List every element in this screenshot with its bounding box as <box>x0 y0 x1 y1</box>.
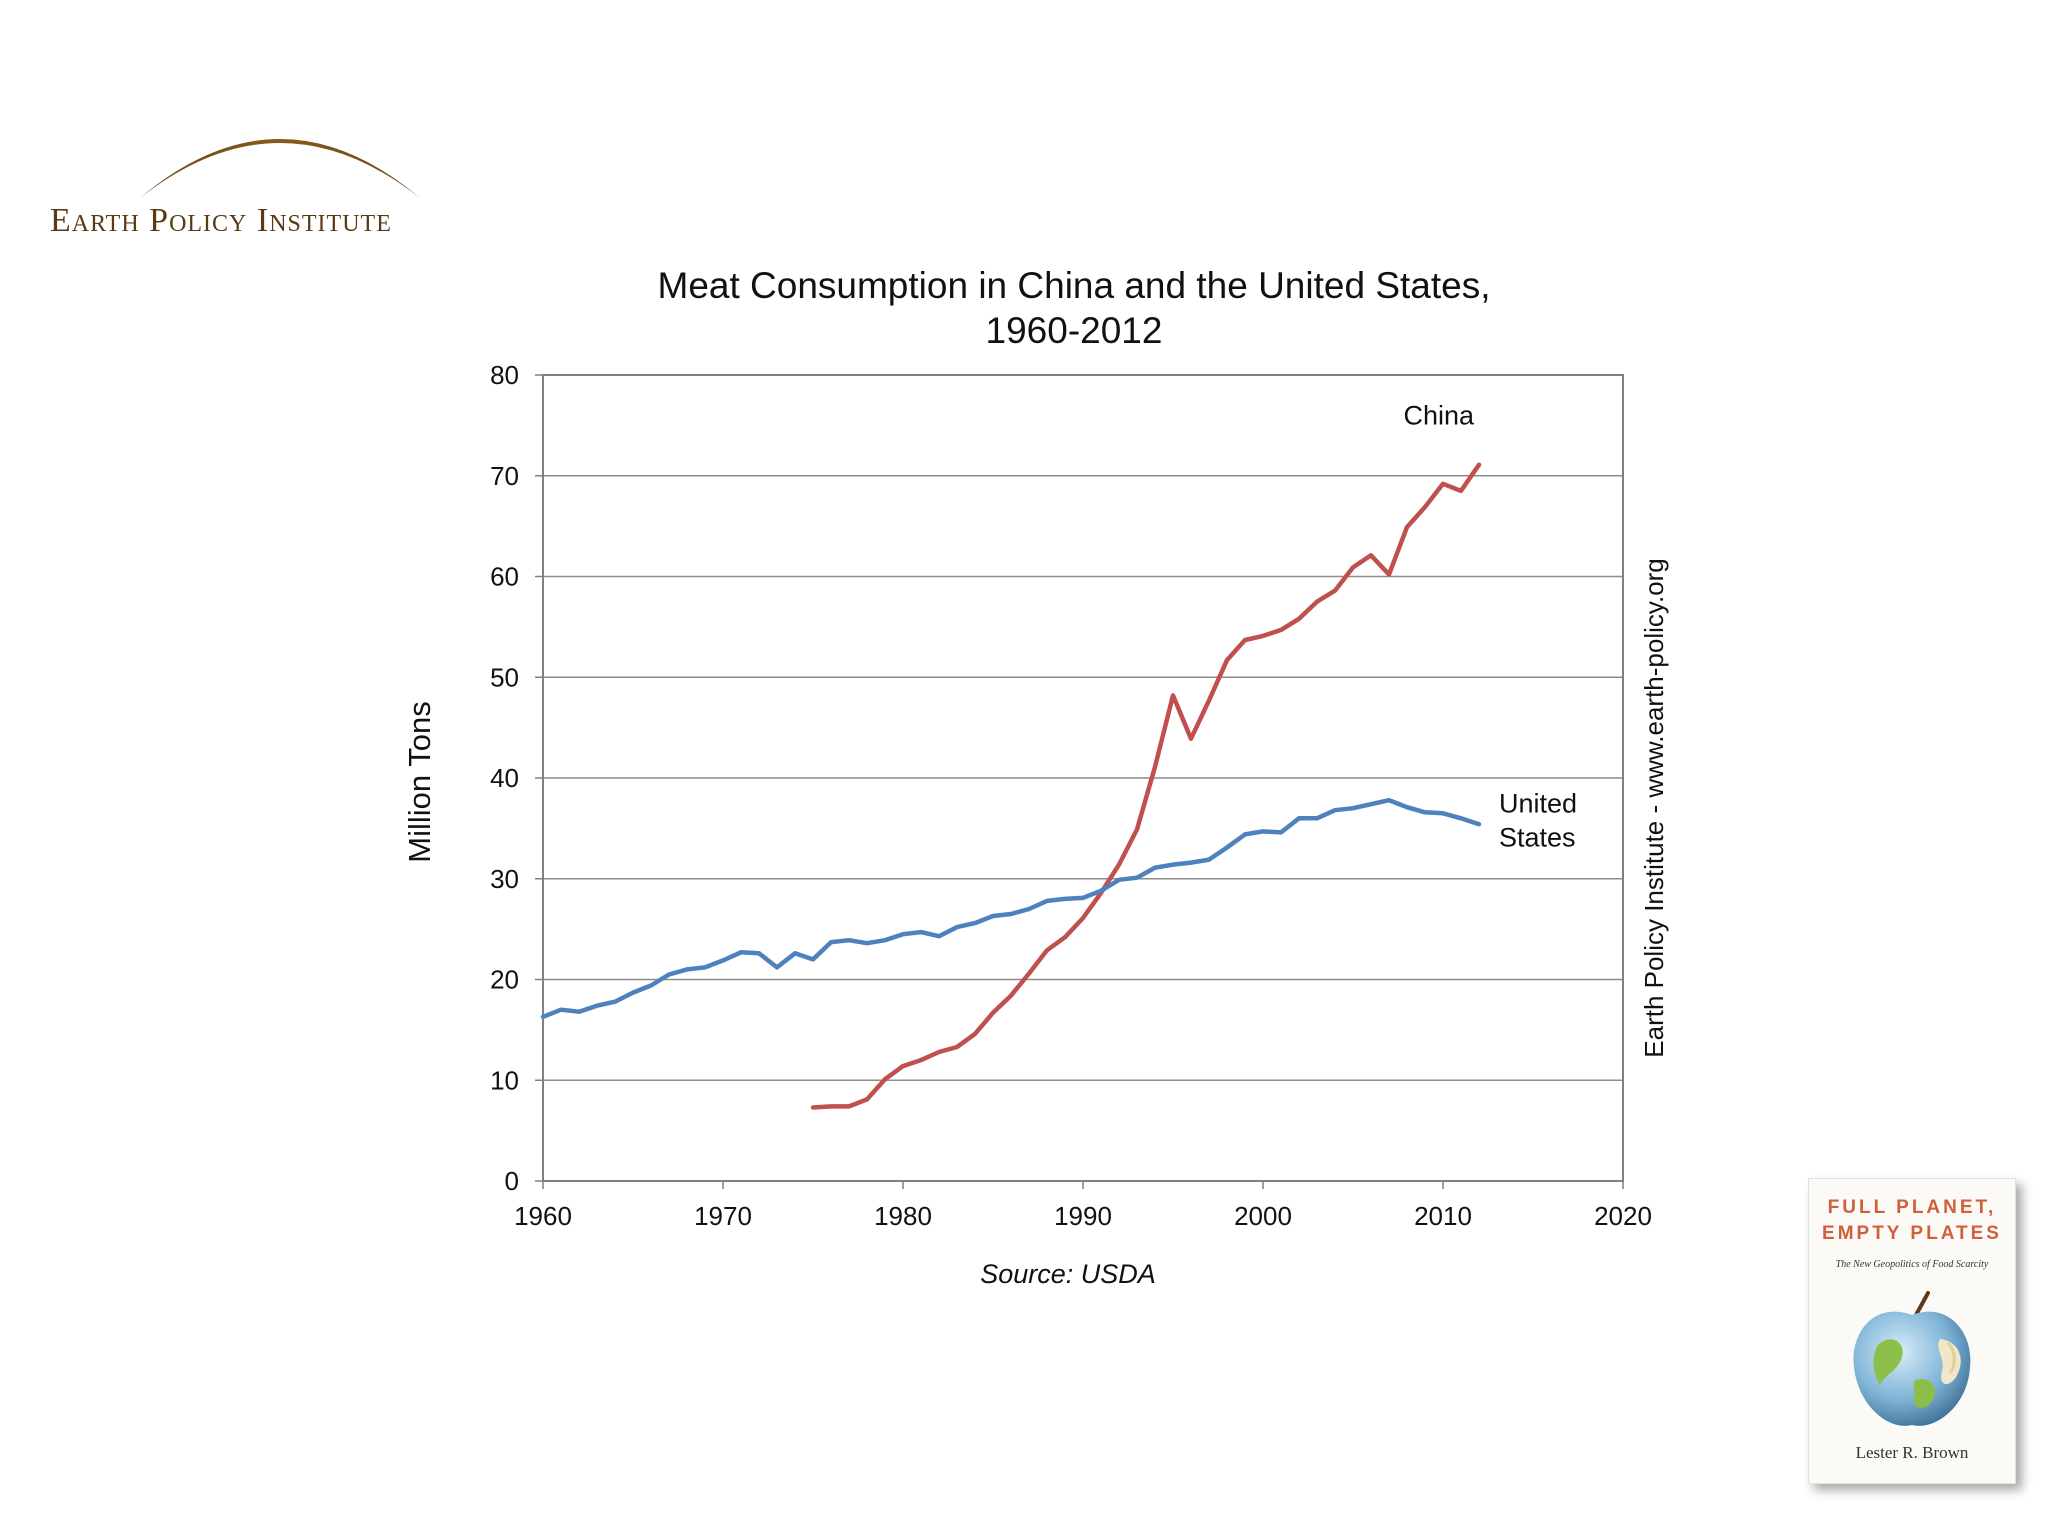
series-label-united-states-1: United <box>1499 788 1577 818</box>
y-axis-ticks: 0 10 20 30 40 50 60 70 80 <box>490 360 543 1196</box>
x-tick-label-2000: 2000 <box>1234 1201 1292 1231</box>
series-lines <box>540 462 1482 1110</box>
x-axis-ticks: 1960 1970 1980 1990 2000 2010 2020 <box>514 1181 1652 1231</box>
book-cover: FULL PLANET, EMPTY PLATES The New Geopol… <box>1808 1178 2016 1484</box>
x-tick-label-1970: 1970 <box>694 1201 752 1231</box>
x-tick-label-2010: 2010 <box>1414 1201 1472 1231</box>
gridlines <box>543 475 1623 1081</box>
logo-text: Earth Policy Institute <box>50 202 392 239</box>
y-tick-label-70: 70 <box>490 461 519 491</box>
y-tick-label-10: 10 <box>490 1065 519 1095</box>
y-tick-label-80: 80 <box>490 360 519 390</box>
x-tick-label-1990: 1990 <box>1054 1201 1112 1231</box>
logo-arc-icon <box>140 139 420 198</box>
earth-policy-institute-logo: Earth Policy Institute <box>40 110 460 250</box>
book-author: Lester R. Brown <box>1855 1443 1969 1462</box>
y-tick-label-30: 30 <box>490 864 519 894</box>
chart-source: Source: USDA <box>980 1259 1156 1289</box>
series-line-china <box>810 462 1482 1110</box>
x-tick-label-1980: 1980 <box>874 1201 932 1231</box>
y-tick-label-0: 0 <box>505 1166 519 1196</box>
series-label-united-states-2: States <box>1499 822 1576 852</box>
book-title-line-2: EMPTY PLATES <box>1822 1223 2002 1244</box>
y-tick-label-50: 50 <box>490 662 519 692</box>
y-axis-label: Million Tons <box>402 701 437 862</box>
series-annotations: China United States <box>1403 401 1577 853</box>
y-tick-label-40: 40 <box>490 763 519 793</box>
y-tick-label-20: 20 <box>490 965 519 995</box>
chart-title-line-1: Meat Consumption in China and the United… <box>658 265 1491 306</box>
x-tick-label-1960: 1960 <box>514 1201 572 1231</box>
series-line-united-states <box>540 797 1482 1020</box>
book-subtitle: The New Geopolitics of Food Scarcity <box>1835 1259 1989 1270</box>
book-title-line-1: FULL PLANET, <box>1827 1197 1997 1218</box>
x-tick-label-2020: 2020 <box>1594 1201 1652 1231</box>
chart-title-line-2: 1960-2012 <box>986 310 1163 351</box>
apple-globe-icon <box>1853 1291 1971 1426</box>
y-tick-label-60: 60 <box>490 562 519 592</box>
credit-text: Earth Policy Institute - www.earth-polic… <box>1639 558 1669 1057</box>
book-title: FULL PLANET, EMPTY PLATES <box>1809 1195 2015 1247</box>
series-label-china-1: China <box>1403 401 1475 431</box>
